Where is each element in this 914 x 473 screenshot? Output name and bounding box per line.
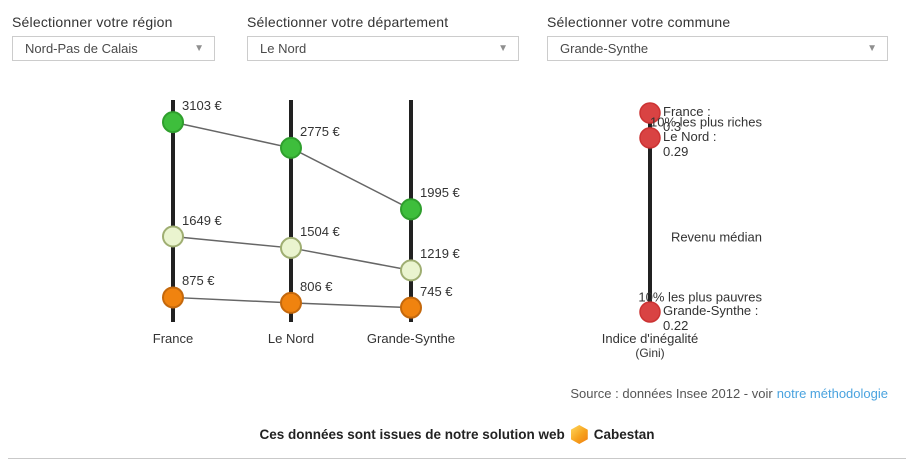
axis-name-Grande-Synthe: Grande-Synthe — [366, 331, 456, 346]
source-note: Source : données Insee 2012 - voir notre … — [570, 386, 888, 401]
row-label: 10% les plus pauvres — [638, 289, 762, 305]
row-label: Revenu médian — [670, 229, 762, 245]
source-text: Source : données Insee 2012 - voir — [570, 386, 773, 401]
bottom-divider — [8, 458, 906, 459]
cabestan-hexagon-logo-icon — [570, 425, 588, 444]
data-point — [162, 111, 184, 134]
departement-select[interactable]: Le Nord ▼ — [247, 36, 519, 61]
gini-label: France :0.3 — [663, 104, 711, 134]
axis-name-Le Nord: Le Nord — [267, 331, 315, 346]
data-point — [162, 286, 184, 309]
value-label: 806 € — [300, 278, 333, 294]
region-select[interactable]: Nord-Pas de Calais ▼ — [12, 36, 215, 61]
value-label: 745 € — [420, 283, 453, 299]
data-point — [280, 136, 302, 159]
commune-select-value: Grande-Synthe — [560, 41, 649, 56]
footer: Ces données sont issues de notre solutio… — [0, 425, 914, 444]
gini-label: Le Nord :0.29 — [663, 128, 717, 159]
value-label: 1219 € — [420, 246, 460, 262]
value-label: 875 € — [182, 273, 215, 289]
region-select-value: Nord-Pas de Calais — [25, 41, 138, 56]
value-label: 1649 € — [182, 212, 222, 228]
gini-point — [639, 301, 661, 323]
footer-text: Ces données sont issues de notre solutio… — [259, 427, 565, 442]
commune-selector-label: Sélectionner votre commune — [547, 14, 731, 30]
gini-label: Grande-Synthe :0.22 — [663, 303, 759, 333]
value-label: 1995 € — [420, 185, 460, 201]
data-point — [280, 236, 302, 259]
chevron-down-icon: ▼ — [194, 42, 204, 54]
region-selector-label: Sélectionner votre région — [12, 14, 173, 30]
departement-select-value: Le Nord — [260, 41, 307, 56]
footer-brand: Cabestan — [593, 427, 655, 442]
row-label: 10% les plus riches — [650, 114, 762, 130]
gini-point — [639, 102, 661, 124]
gini-point — [639, 127, 661, 149]
data-point — [400, 198, 422, 221]
value-label: 2775 € — [300, 123, 340, 139]
chevron-down-icon: ▼ — [498, 42, 508, 54]
departement-selector-group: Sélectionner votre département Le Nord ▼ — [247, 14, 519, 61]
value-label: 3103 € — [182, 98, 222, 114]
data-point — [400, 296, 422, 319]
gini-axis-title: Indice d'inégalité (Gini) — [601, 331, 699, 360]
departement-selector-label: Sélectionner votre département — [247, 14, 449, 30]
axis-name-France: France — [152, 331, 194, 346]
chevron-down-icon: ▼ — [867, 42, 877, 54]
data-point — [162, 225, 184, 248]
commune-selector-group: Sélectionner votre commune Grande-Synthe… — [547, 14, 888, 61]
commune-select[interactable]: Grande-Synthe ▼ — [547, 36, 888, 61]
methodology-link[interactable]: notre méthodologie — [776, 386, 888, 401]
data-point — [280, 291, 302, 314]
value-label: 1504 € — [300, 223, 340, 239]
region-selector-group: Sélectionner votre région Nord-Pas de Ca… — [12, 14, 215, 61]
data-point — [400, 259, 422, 282]
